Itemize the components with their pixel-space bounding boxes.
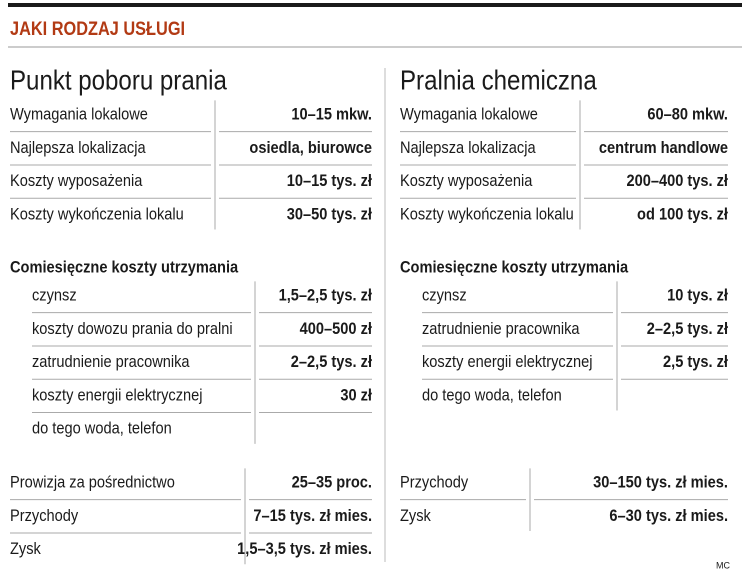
row-value: 2–2,5 tys. zł: [291, 353, 373, 371]
row-label: Najlepsza lokalizacja: [400, 139, 536, 157]
row-label: koszty energii elektrycznej: [32, 386, 203, 404]
row-value: od 100 tys. zł: [637, 205, 728, 223]
row-label: Najlepsza lokalizacja: [10, 139, 146, 157]
row-value: 200–400 tys. zł: [626, 172, 728, 190]
row-label: czynsz: [422, 287, 467, 305]
row-value: 7–15 tys. zł mies.: [253, 507, 372, 525]
row-value: 10 tys. zł: [667, 287, 728, 305]
top-rule: [8, 3, 742, 7]
row-value: 400–500 zł: [300, 320, 373, 338]
row-value: 10–15 mkw.: [291, 106, 372, 124]
row-label: czynsz: [32, 287, 77, 305]
row-label: Prowizja za pośrednictwo: [10, 474, 175, 492]
column-title: Pralnia chemiczna: [400, 64, 597, 96]
row-value: 30–150 tys. zł mies.: [593, 474, 728, 492]
credit: MC: [716, 560, 730, 570]
section-title: Comiesięczne koszty utrzymania: [400, 259, 628, 277]
row-label: Wymagania lokalowe: [10, 106, 148, 124]
row-label: Zysk: [10, 540, 41, 558]
row-label: Przychody: [400, 474, 468, 492]
row-label: do tego woda, telefon: [422, 386, 562, 404]
row-label: Koszty wykończenia lokalu: [10, 205, 184, 223]
row-value: 30 zł: [340, 386, 372, 404]
row-label: do tego woda, telefon: [32, 420, 172, 438]
row-label: Wymagania lokalowe: [400, 106, 538, 124]
row-label: koszty dowozu prania do pralni: [32, 320, 233, 338]
row-label: zatrudnienie pracownika: [32, 353, 190, 371]
row-value: centrum handlowe: [599, 139, 728, 157]
row-label: koszty energii elektrycznej: [422, 353, 593, 371]
row-label: Przychody: [10, 507, 78, 525]
row-value: 60–80 mkw.: [647, 106, 728, 124]
row-value: 2,5 tys. zł: [663, 353, 729, 371]
header-title: JAKI RODZAJ USŁUGI: [10, 18, 185, 39]
row-value: 25–35 proc.: [292, 474, 372, 492]
column-title: Punkt poboru prania: [10, 64, 227, 96]
row-label: Koszty wyposażenia: [10, 172, 143, 190]
row-label: zatrudnienie pracownika: [422, 320, 580, 338]
row-value: osiedla, biurowce: [249, 139, 372, 157]
row-label: Koszty wyposażenia: [400, 172, 533, 190]
row-label: Koszty wykończenia lokalu: [400, 205, 574, 223]
row-value: 6–30 tys. zł mies.: [609, 507, 728, 525]
row-value: 10–15 tys. zł: [287, 172, 373, 190]
row-value: 1,5–2,5 tys. zł: [279, 287, 373, 305]
row-label: Zysk: [400, 507, 431, 525]
section-title: Comiesięczne koszty utrzymania: [10, 259, 238, 277]
row-value: 30–50 tys. zł: [287, 205, 373, 223]
row-value: 1,5–3,5 tys. zł mies.: [237, 540, 372, 558]
row-value: 2–2,5 tys. zł: [647, 320, 729, 338]
